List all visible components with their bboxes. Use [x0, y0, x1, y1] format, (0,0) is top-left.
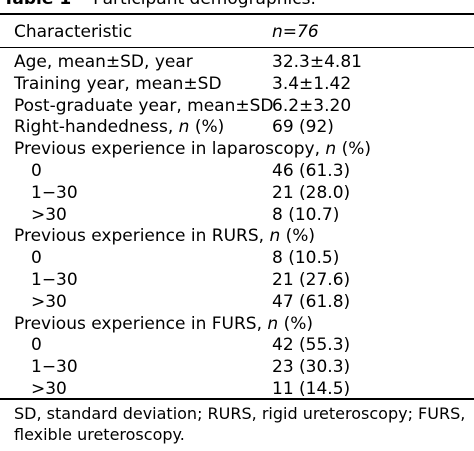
row-label: Previous experience in laparoscopy, n (%… [14, 139, 372, 160]
row-value: 47 (61.8) [272, 291, 351, 312]
table-caption: Table 1 Participant demographics. [3, 0, 316, 9]
table-row: 0 46 (61.3) [0, 161, 474, 183]
row-value: 21 (27.6) [272, 269, 351, 290]
table-row: 0 42 (55.3) [0, 335, 474, 357]
table-label: Table 1 [3, 0, 71, 9]
header-sample-size: n=76 [272, 22, 319, 42]
table-row: 1−30 21 (28.0) [0, 183, 474, 205]
row-value: 23 (30.3) [272, 357, 351, 378]
header-rule [0, 47, 474, 48]
table-row: >30 11 (14.5) [0, 379, 474, 401]
row-label: Right-handedness, n (%) [14, 117, 225, 138]
row-value: 6.2±3.20 [272, 95, 352, 116]
table-row: Post-graduate year, mean±SD 6.2±3.20 [0, 96, 474, 118]
row-label: 0 [31, 335, 42, 356]
table-row: Right-handedness, n (%) 69 (92) [0, 117, 474, 139]
table-title: Participant demographics. [93, 0, 316, 9]
row-label: Training year, mean±SD [14, 73, 222, 94]
row-value: 21 (28.0) [272, 182, 351, 203]
table-row: Age, mean±SD, year 32.3±4.81 [0, 52, 474, 74]
table-body: Age, mean±SD, year 32.3±4.81 Training year… [0, 52, 474, 401]
row-label: 0 [31, 248, 42, 269]
row-label: Previous experience in FURS, n (%) [14, 313, 314, 334]
table-row: Previous experience in RURS, n (%) [0, 226, 474, 248]
table-row: >30 47 (61.8) [0, 292, 474, 314]
table-row: Training year, mean±SD 3.4±1.42 [0, 74, 474, 96]
row-value: 8 (10.5) [272, 248, 340, 269]
row-label: 0 [31, 160, 42, 181]
row-label: >30 [31, 291, 67, 312]
row-value: 46 (61.3) [272, 160, 351, 181]
table-row: Previous experience in FURS, n (%) [0, 314, 474, 336]
table-row: Previous experience in laparoscopy, n (%… [0, 139, 474, 161]
table-row: 1−30 23 (30.3) [0, 357, 474, 379]
row-value: 69 (92) [272, 117, 334, 138]
row-label: Age, mean±SD, year [14, 52, 193, 72]
row-value: 3.4±1.42 [272, 73, 352, 94]
bottom-rule [0, 398, 474, 400]
row-value: 42 (55.3) [272, 335, 351, 356]
header-characteristic: Characteristic [14, 22, 133, 42]
top-rule [0, 13, 474, 15]
table-header: Characteristic n=76 [0, 20, 474, 45]
row-label: 1−30 [31, 182, 78, 203]
table-row: 1−30 21 (27.6) [0, 270, 474, 292]
row-label: Previous experience in RURS, n (%) [14, 226, 316, 247]
row-label: >30 [31, 204, 67, 225]
row-value: 32.3±4.81 [272, 52, 362, 72]
row-label: 1−30 [31, 357, 78, 378]
row-label: >30 [31, 378, 67, 399]
row-label: Post-graduate year, mean±SD [14, 95, 274, 116]
row-value: 11 (14.5) [272, 378, 351, 399]
table-row: 0 8 (10.5) [0, 248, 474, 270]
row-value: 8 (10.7) [272, 204, 340, 225]
table-footnote: SD, standard deviation; RURS, rigid uret… [14, 404, 466, 444]
table-row: >30 8 (10.7) [0, 205, 474, 227]
row-label: 1−30 [31, 269, 78, 290]
